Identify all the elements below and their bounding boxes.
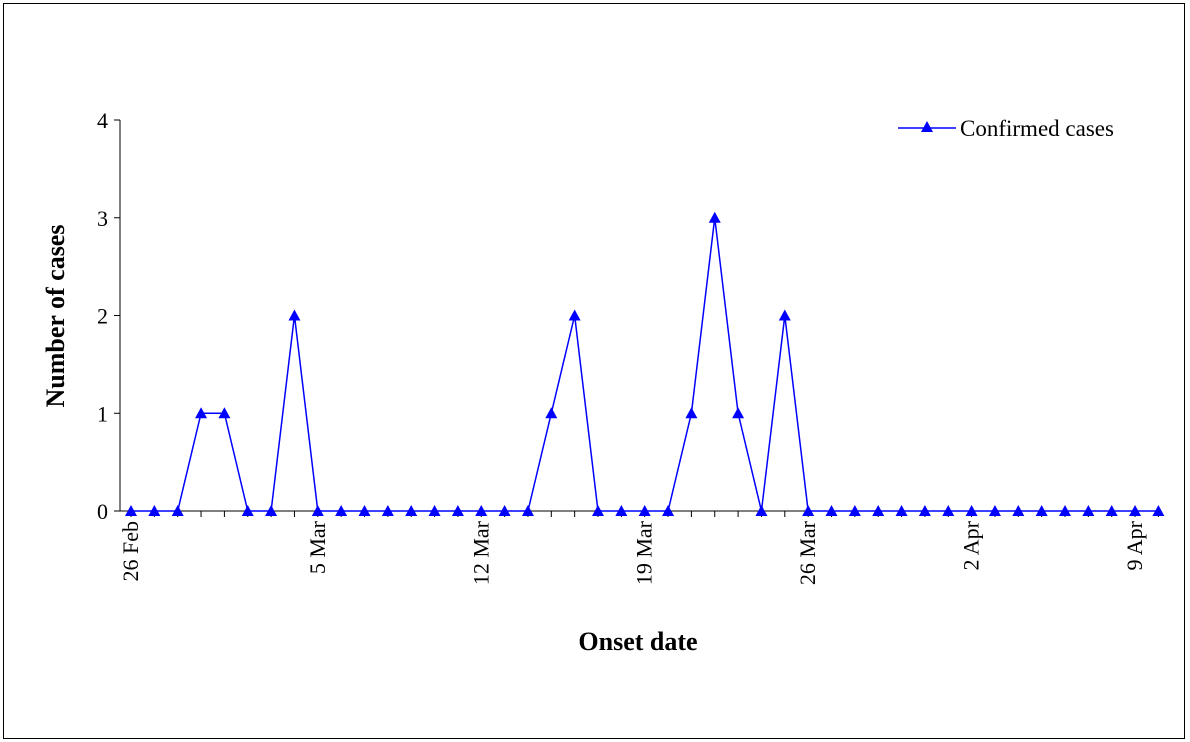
data-point — [358, 505, 371, 516]
data-point — [1129, 505, 1142, 516]
y-tick-label: 1 — [97, 401, 108, 426]
data-point — [708, 211, 721, 223]
data-point — [638, 505, 651, 516]
data-point — [592, 505, 604, 516]
x-tick-label: 9 Apr — [1122, 520, 1147, 570]
series-group — [125, 211, 1165, 516]
data-point — [965, 505, 978, 516]
x-tick-label: 26 Feb — [118, 521, 143, 582]
axes: 0 1 2 3 4 26 Feb 5 Mar 12 Mar 19 Mar 26 Mar 2 Apr 9… — [97, 108, 1159, 585]
x-tick-label: 5 Mar — [305, 520, 330, 574]
data-point — [918, 505, 931, 516]
data-point — [568, 309, 581, 321]
data-point — [1105, 505, 1118, 516]
legend-label: Confirmed cases — [960, 116, 1114, 141]
data-point — [1012, 505, 1025, 516]
data-point — [988, 505, 1001, 516]
data-point — [381, 505, 394, 516]
legend: Confirmed cases — [898, 116, 1114, 141]
data-point — [405, 505, 418, 516]
data-point — [521, 505, 534, 516]
data-point — [732, 407, 745, 419]
data-point — [1035, 505, 1048, 516]
data-point — [1059, 505, 1071, 516]
data-point — [778, 309, 791, 321]
data-point — [148, 505, 161, 516]
data-point — [545, 407, 558, 419]
chart-frame — [3, 3, 1185, 739]
y-tick-label: 2 — [97, 304, 108, 329]
y-tick-label: 4 — [97, 108, 108, 133]
x-tick-label: 2 Apr — [959, 520, 984, 570]
data-point — [662, 505, 675, 516]
data-point — [942, 505, 955, 516]
data-point — [685, 407, 698, 419]
data-point — [848, 505, 861, 516]
data-point — [755, 505, 768, 516]
data-point — [171, 505, 184, 516]
data-point — [825, 505, 838, 516]
data-point — [265, 505, 278, 516]
data-point — [1152, 505, 1165, 516]
data-point — [475, 505, 488, 516]
series-line — [131, 217, 1159, 512]
data-point — [498, 505, 511, 516]
data-point — [288, 309, 301, 321]
y-tick-label: 3 — [97, 206, 108, 231]
data-point — [311, 505, 324, 516]
x-axis-title: Onset date — [578, 627, 697, 656]
data-point — [895, 505, 908, 516]
data-point — [195, 407, 208, 419]
y-tick-label: 0 — [97, 499, 108, 524]
data-point — [218, 407, 231, 419]
data-point — [802, 505, 815, 516]
x-tick-label: 12 Mar — [468, 520, 493, 585]
data-point — [872, 505, 885, 516]
data-point — [428, 505, 441, 516]
x-tick-label: 26 Mar — [795, 520, 820, 585]
x-tick-label: 19 Mar — [632, 520, 657, 585]
data-point — [1082, 505, 1095, 516]
data-point — [615, 505, 628, 516]
data-point — [335, 505, 348, 516]
data-point — [451, 505, 464, 516]
data-point — [125, 505, 137, 516]
legend-marker — [921, 121, 933, 132]
data-point — [241, 505, 254, 516]
y-axis-title: Number of cases — [41, 225, 70, 408]
